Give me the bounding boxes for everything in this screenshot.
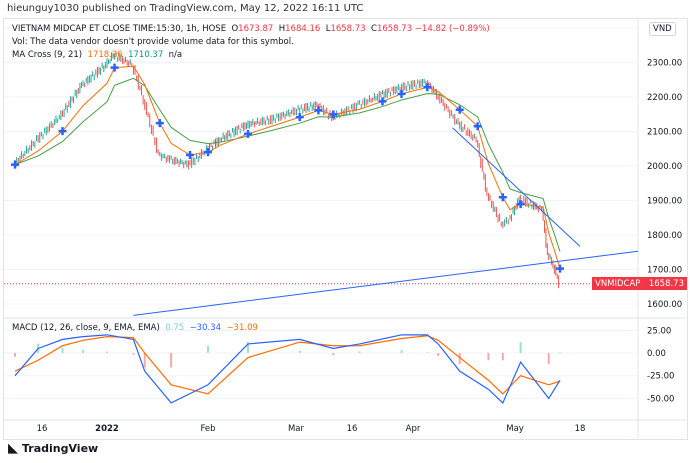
ma-slow-value: 1710.37 bbox=[128, 50, 164, 60]
macd-tick-label: -25.00 bbox=[647, 372, 674, 382]
trendline bbox=[452, 127, 581, 247]
symbol-legend: VIETNAM MIDCAP ET CLOSE TIME:15:30, 1h, … bbox=[12, 24, 490, 34]
open-value: 1673.87 bbox=[238, 24, 274, 34]
price-tick-label: 1900.00 bbox=[647, 197, 682, 207]
macd-histogram-bar bbox=[487, 353, 490, 361]
tradingview-logo-icon: ◣ bbox=[8, 441, 18, 456]
ma-cross-marker bbox=[295, 113, 304, 122]
macd-histogram-bar bbox=[247, 342, 249, 353]
macd-tick-label: 25.00 bbox=[647, 326, 671, 336]
ma-cross-marker bbox=[516, 200, 525, 209]
ma-cross-marker bbox=[329, 110, 338, 119]
ma-cross-marker bbox=[11, 160, 19, 169]
ma-cross-marker bbox=[110, 63, 119, 72]
macd-histogram-bar bbox=[358, 351, 361, 353]
time-tick-label: May bbox=[506, 424, 524, 434]
ma-cross-marker bbox=[397, 89, 406, 98]
ma-cross-marker bbox=[455, 105, 464, 114]
ma-cross-marker bbox=[378, 97, 387, 106]
price-tick-label: 1600.00 bbox=[647, 300, 682, 310]
macd-histogram-bar bbox=[519, 342, 522, 353]
tradingview-logo[interactable]: ◣ TradingView bbox=[8, 441, 98, 456]
macd-histogram-bar bbox=[106, 351, 108, 353]
currency-badge[interactable]: VND bbox=[649, 22, 676, 36]
time-tick-label: Feb bbox=[200, 424, 215, 434]
ma-cross-marker bbox=[244, 129, 252, 138]
high-value: 1684.16 bbox=[285, 24, 321, 34]
macd-histogram-bar bbox=[132, 353, 135, 355]
macd-value: −30.34 bbox=[189, 323, 222, 333]
ma-cross-marker bbox=[186, 151, 194, 160]
macd-histogram-bar bbox=[332, 353, 335, 356]
ma-cross-marker bbox=[58, 127, 67, 136]
trendline bbox=[133, 250, 639, 316]
macd-signal-line bbox=[14, 335, 561, 395]
ma-cross-marker bbox=[556, 264, 564, 273]
change-value: −14.82 (−0.89%) bbox=[414, 24, 490, 34]
time-tick-label: Mar bbox=[288, 424, 305, 434]
low-value: 1658.73 bbox=[330, 24, 366, 34]
symbol-name: VIETNAM MIDCAP ET CLOSE TIME:15:30, 1h, … bbox=[12, 24, 227, 34]
macd-histogram-bar bbox=[298, 350, 301, 353]
price-tick-label: 1800.00 bbox=[647, 231, 682, 241]
price-tick-label: 1700.00 bbox=[647, 266, 682, 276]
ma-cross-label: MA Cross (9, 21) bbox=[12, 50, 83, 60]
close-value: 1658.73 bbox=[376, 24, 413, 34]
price-tick-label: 2300.00 bbox=[647, 59, 682, 69]
macd-histogram-bar bbox=[437, 353, 440, 356]
ma-cross-marker bbox=[423, 83, 432, 92]
time-tick-label: 16 bbox=[347, 424, 358, 434]
open-label: O bbox=[231, 24, 239, 34]
time-tick-label: 2022 bbox=[95, 424, 119, 434]
price-tick-label: 2100.00 bbox=[647, 128, 682, 138]
publish-info: hieunguy1030 published on TradingView.co… bbox=[7, 3, 364, 14]
high-label: H bbox=[278, 24, 286, 34]
ma-fast-value: 1718.26 bbox=[87, 50, 123, 60]
ma-cross-marker bbox=[314, 106, 323, 115]
macd-histogram-bar bbox=[559, 352, 561, 353]
macd-histogram-bar bbox=[400, 350, 403, 353]
chart-frame bbox=[3, 18, 688, 440]
macd-label: MACD (12, 26, close, 9, EMA, EMA) bbox=[12, 323, 160, 333]
price-tick-label: 2200.00 bbox=[647, 93, 682, 103]
ma-cross-marker bbox=[473, 122, 482, 131]
macd-hist-value: 0.75 bbox=[165, 323, 185, 333]
macd-signal-value: −31.09 bbox=[226, 323, 258, 333]
close-label: C bbox=[371, 24, 377, 34]
macd-histogram-bar bbox=[501, 353, 504, 361]
macd-histogram-bar bbox=[170, 353, 173, 368]
macd-histogram-bar bbox=[14, 353, 16, 357]
low-label: L bbox=[325, 24, 331, 34]
macd-tick-label: -50.00 bbox=[647, 394, 674, 404]
macd-histogram-bar bbox=[143, 353, 146, 368]
macd-histogram-bar bbox=[82, 350, 85, 353]
price-tag-value: 1658.73 bbox=[648, 278, 684, 289]
price-tag-symbol: VNMIDCAP bbox=[595, 278, 641, 289]
macd-histogram-bar bbox=[547, 353, 550, 364]
footer-brand: TradingView bbox=[22, 442, 99, 455]
macd-histogram-bar bbox=[458, 353, 461, 364]
macd-tick-label: 0.00 bbox=[647, 349, 666, 359]
ma-cross-legend: MA Cross (9, 21) 1718.26 1710.37 n/a bbox=[12, 50, 182, 60]
ma-cross-value: n/a bbox=[168, 50, 183, 60]
macd-histogram-bar bbox=[426, 352, 429, 353]
time-tick-label: Apr bbox=[406, 424, 421, 434]
ma-cross-marker bbox=[155, 119, 164, 128]
price-tag: VNMIDCAP 1658.73 bbox=[592, 277, 687, 290]
ma-cross-marker bbox=[204, 148, 212, 157]
time-tick-label: 16 bbox=[37, 424, 48, 434]
ma-cross-marker bbox=[498, 193, 507, 202]
macd-histogram-bar bbox=[207, 345, 209, 353]
volume-legend: Vol: The data vendor doesn't provide vol… bbox=[12, 37, 294, 47]
macd-legend: MACD (12, 26, close, 9, EMA, EMA) 0.75 −… bbox=[12, 323, 258, 333]
time-tick-label: 18 bbox=[575, 424, 586, 434]
price-tick-label: 2000.00 bbox=[647, 162, 682, 172]
ma-slow-line bbox=[14, 77, 561, 252]
macd-histogram-bar bbox=[61, 347, 64, 353]
macd-line bbox=[14, 334, 561, 404]
